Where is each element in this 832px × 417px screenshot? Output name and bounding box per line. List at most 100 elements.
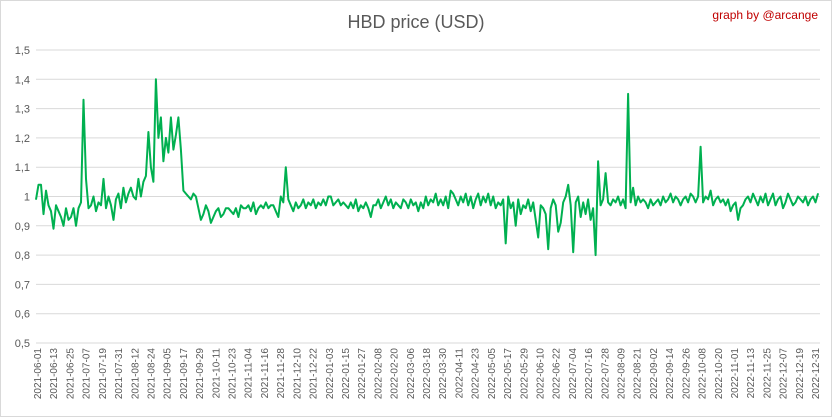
data-point	[475, 198, 477, 200]
data-point	[320, 204, 322, 206]
y-tick-label: 0,8	[15, 250, 30, 262]
data-point	[550, 207, 552, 209]
data-point	[507, 195, 509, 198]
data-point	[330, 195, 332, 198]
x-tick-label: 2021-12-10	[292, 348, 303, 400]
y-tick-label: 1,5	[15, 45, 30, 57]
x-tick-label: 2021-07-19	[98, 348, 109, 400]
data-point	[270, 204, 272, 206]
data-point	[305, 207, 307, 209]
data-point	[789, 198, 792, 200]
y-axis-ticks: 0,5 0,6 0,7 0,8 0,9 1 1,1 1,2 1,3 1,4 1,5	[15, 45, 30, 350]
y-tick-label: 1,2	[15, 133, 30, 145]
data-point	[275, 210, 277, 212]
data-point	[530, 210, 532, 212]
data-point	[140, 195, 142, 198]
data-point	[227, 207, 229, 209]
data-point	[262, 207, 264, 209]
data-point	[749, 201, 752, 203]
data-point	[350, 201, 352, 203]
data-point	[177, 116, 179, 118]
y-tick-label: 1,3	[15, 104, 30, 116]
data-point	[784, 201, 787, 203]
data-point	[555, 204, 557, 206]
data-point	[667, 198, 669, 200]
data-point	[170, 116, 172, 118]
data-point	[590, 219, 592, 221]
x-tick-label: 2022-02-08	[373, 348, 384, 400]
data-point	[685, 195, 687, 198]
data-point	[162, 160, 164, 162]
data-point	[470, 195, 472, 198]
data-point	[75, 225, 77, 227]
data-point	[600, 204, 602, 206]
data-point	[360, 204, 362, 206]
data-point	[222, 213, 224, 215]
data-point	[517, 198, 519, 200]
data-point	[502, 198, 504, 200]
data-point	[277, 216, 279, 218]
data-point	[612, 198, 614, 200]
x-tick-label: 2022-09-26	[681, 348, 692, 400]
x-tick-label: 2022-06-10	[535, 348, 546, 400]
data-point	[322, 198, 324, 200]
x-tick-label: 2022-07-28	[600, 348, 611, 400]
data-point	[537, 236, 539, 239]
data-point	[80, 201, 82, 203]
data-point	[90, 204, 92, 206]
data-point	[125, 201, 127, 203]
data-point	[332, 204, 334, 206]
data-point	[707, 198, 709, 200]
data-point	[357, 210, 359, 212]
data-point	[377, 198, 379, 200]
data-point	[457, 204, 459, 206]
data-point	[440, 198, 442, 200]
y-tick-label: 1,1	[15, 162, 30, 174]
data-point	[185, 193, 187, 195]
data-point	[485, 201, 487, 203]
data-point	[425, 195, 427, 198]
data-point	[190, 198, 192, 200]
data-point	[295, 201, 297, 203]
data-point	[582, 201, 584, 203]
data-point	[455, 198, 457, 200]
x-tick-label: 2021-08-12	[130, 348, 141, 400]
data-point	[95, 210, 97, 212]
data-point	[732, 204, 734, 206]
data-point	[792, 204, 794, 206]
x-tick-label: 2022-05-05	[487, 348, 498, 400]
series-line	[35, 78, 819, 257]
data-point	[809, 198, 812, 200]
data-point	[102, 178, 105, 180]
data-point	[610, 204, 612, 206]
data-point	[267, 207, 269, 209]
data-point	[515, 225, 517, 227]
data-point	[482, 195, 484, 198]
data-point	[692, 195, 694, 198]
data-point	[817, 193, 819, 195]
x-tick-label: 2021-11-28	[276, 348, 287, 399]
data-point	[560, 222, 562, 224]
data-point	[77, 207, 80, 209]
data-point	[415, 201, 417, 203]
data-point	[670, 193, 672, 195]
x-tick-label: 2022-11-25	[762, 348, 773, 399]
data-point	[45, 190, 47, 192]
data-point	[774, 204, 777, 206]
chart-title: HBD price (USD)	[347, 12, 485, 32]
data-point	[465, 193, 467, 195]
data-point	[525, 207, 527, 209]
data-point	[430, 198, 432, 200]
data-point	[772, 193, 774, 195]
x-tick-label: 2022-03-06	[406, 348, 417, 400]
data-point	[120, 207, 122, 209]
data-point	[310, 204, 312, 206]
data-point	[107, 195, 110, 198]
data-point	[779, 195, 782, 198]
data-point	[617, 195, 619, 198]
data-point	[575, 201, 577, 203]
data-point	[532, 201, 534, 203]
data-point	[195, 195, 197, 198]
data-point	[427, 204, 429, 206]
